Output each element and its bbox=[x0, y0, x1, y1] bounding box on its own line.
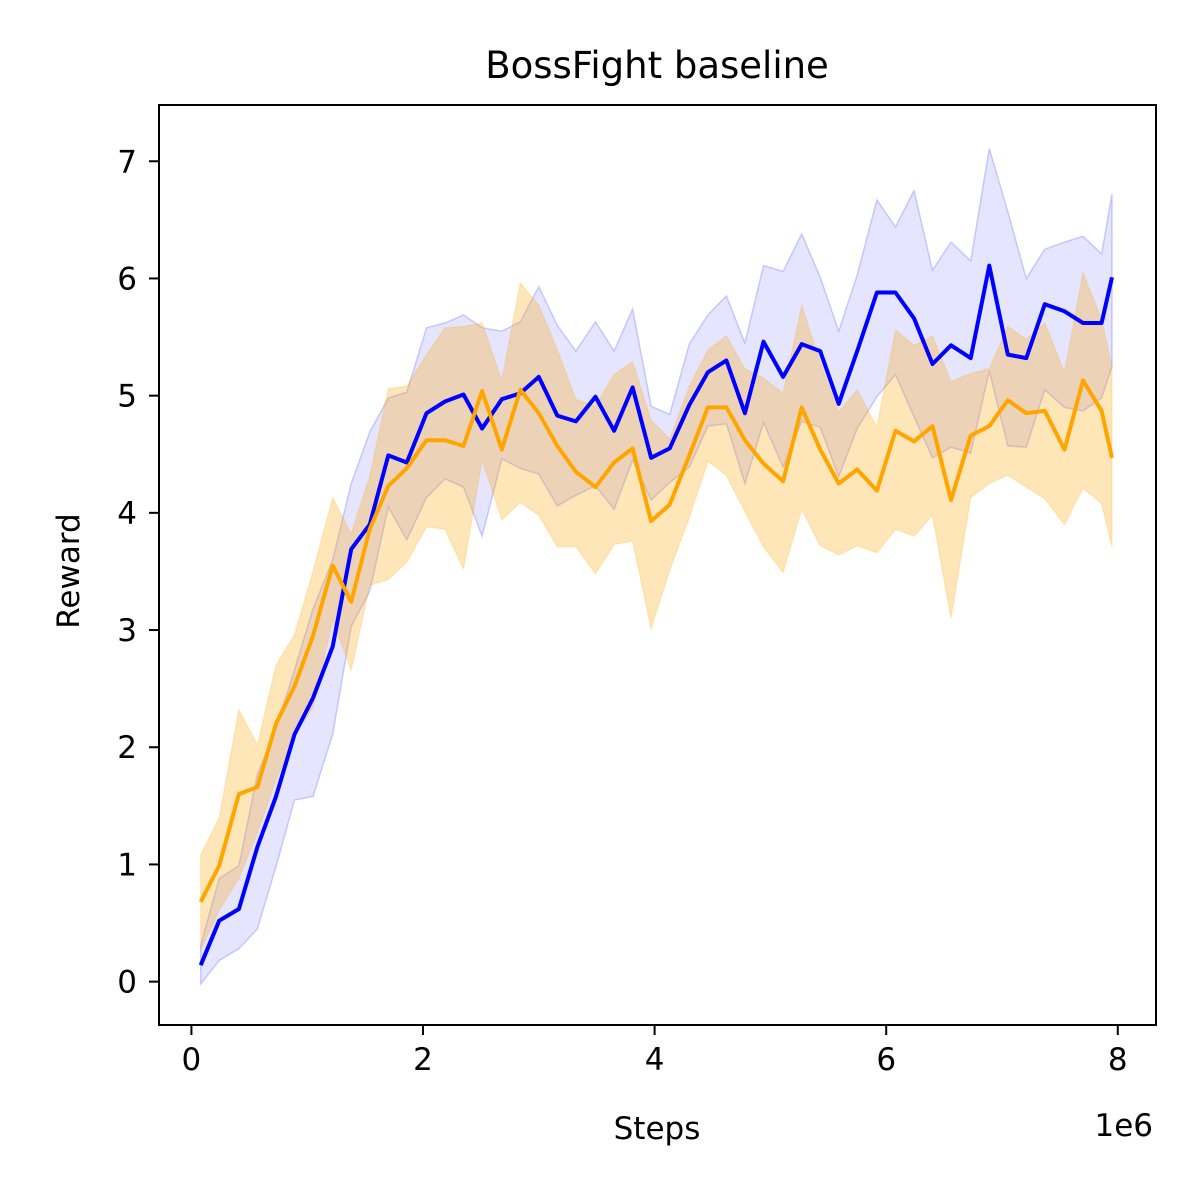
y-axis-ticks: 0 1 2 3 4 5 6 7 bbox=[117, 144, 159, 1001]
y-tick-label: 1 bbox=[117, 847, 137, 883]
x-tick-label: 0 bbox=[182, 1042, 202, 1078]
y-tick-label: 4 bbox=[117, 496, 137, 532]
plot-frame bbox=[158, 104, 1157, 1026]
series-2-line bbox=[198, 378, 1114, 903]
series-lines bbox=[198, 263, 1114, 966]
y-axis-label: Reward bbox=[51, 513, 87, 628]
x-axis-ticks: 0 2 4 6 8 bbox=[182, 1025, 1128, 1078]
x-tick-label: 8 bbox=[1108, 1042, 1128, 1078]
y-tick-label: 2 bbox=[117, 730, 137, 766]
x-tick-label: 4 bbox=[645, 1042, 665, 1078]
chart-title: BossFight baseline bbox=[485, 44, 829, 87]
y-tick-label: 6 bbox=[117, 261, 137, 297]
y-tick-label: 5 bbox=[117, 379, 137, 415]
x-tick-label: 2 bbox=[413, 1042, 433, 1078]
y-tick-label: 7 bbox=[117, 144, 137, 180]
series-1-line bbox=[198, 263, 1114, 966]
y-tick-label: 0 bbox=[117, 965, 137, 1001]
x-axis-offset-label: 1e6 bbox=[1094, 1108, 1153, 1144]
x-tick-label: 6 bbox=[876, 1042, 896, 1078]
x-axis-label: Steps bbox=[614, 1111, 701, 1147]
series-1-band bbox=[199, 148, 1113, 987]
y-tick-label: 3 bbox=[117, 613, 137, 649]
